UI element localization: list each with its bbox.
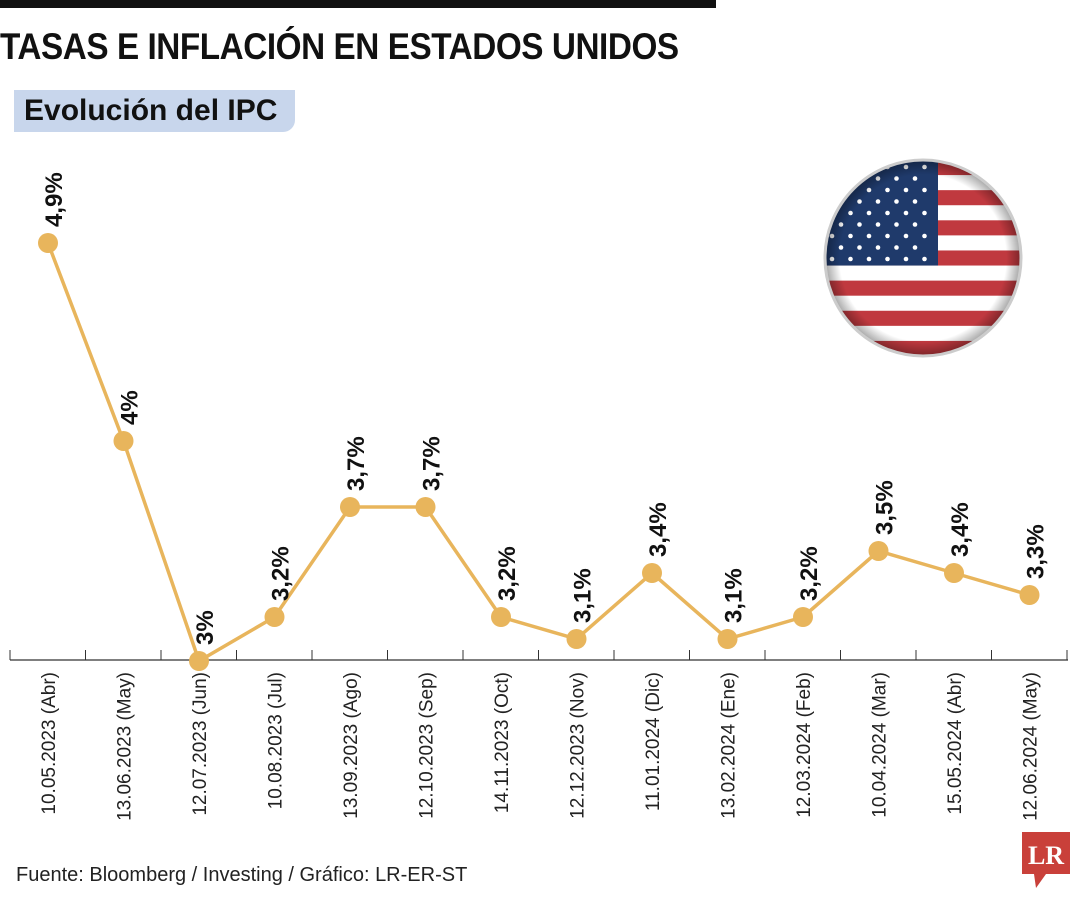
data-label: 3,2%	[796, 546, 823, 601]
svg-text:LR: LR	[1028, 841, 1064, 870]
x-tick-label: 10.08.2023 (Jul)	[266, 672, 287, 809]
x-tick-label: 10.04.2024 (Mar)	[870, 672, 891, 818]
x-tick-label: 13.02.2024 (Ene)	[719, 672, 740, 819]
data-point	[491, 607, 511, 627]
data-label: 3,7%	[343, 436, 370, 491]
x-tick-label: 12.03.2024 (Feb)	[794, 672, 815, 818]
data-label: 3,2%	[268, 546, 295, 601]
data-label: 3,1%	[721, 568, 748, 623]
series-line	[46, 242, 1030, 663]
data-label: 3,7%	[419, 436, 446, 491]
data-label: 3,5%	[872, 480, 899, 535]
data-point	[642, 563, 662, 583]
data-point	[944, 563, 964, 583]
x-tick-label: 12.07.2023 (Jun)	[190, 672, 211, 816]
x-tick-label: 12.10.2023 (Sep)	[417, 672, 438, 819]
source-note: Fuente: Bloomberg / Investing / Gráfico:…	[16, 864, 468, 886]
lr-logo: LR	[1022, 832, 1070, 888]
top-rule	[0, 0, 716, 8]
x-tick-label: 12.12.2023 (Nov)	[568, 672, 589, 819]
data-point	[868, 541, 889, 561]
chart-title: TASAS E INFLACIÓN EN ESTADOS UNIDOS	[0, 26, 679, 67]
data-label: 3,2%	[494, 546, 521, 601]
x-tick-label: 14.11.2023 (Oct)	[492, 672, 513, 813]
data-point	[717, 629, 738, 649]
data-point	[38, 233, 58, 253]
data-label: 3,1%	[570, 568, 597, 623]
data-point	[264, 607, 285, 627]
data-label: 4%	[117, 390, 144, 425]
x-tick-label: 10.05.2023 (Abr)	[39, 672, 60, 815]
x-tick-label: 13.06.2023 (May)	[115, 672, 136, 821]
chart-subtitle: Evolución del IPC	[14, 90, 296, 132]
data-point	[1019, 585, 1040, 605]
data-point	[415, 497, 436, 517]
data-label: 3,4%	[645, 502, 672, 557]
x-tick-label: 13.09.2023 (Ago)	[341, 672, 362, 819]
data-point	[189, 651, 209, 671]
x-tick-label: 11.01.2024 (Dic)	[643, 672, 664, 811]
data-label: 3,4%	[947, 502, 974, 557]
data-point	[340, 497, 360, 517]
x-tick-label: 12.06.2024 (May)	[1021, 672, 1042, 821]
data-point	[113, 431, 134, 451]
data-label: 4,9%	[41, 172, 68, 227]
data-label: 3,3%	[1023, 524, 1050, 579]
data-point	[793, 607, 813, 627]
data-point	[566, 629, 587, 649]
us-flag-icon	[823, 158, 1023, 358]
data-label: 3%	[192, 610, 219, 645]
x-tick-label: 15.05.2024 (Abr)	[945, 672, 966, 815]
